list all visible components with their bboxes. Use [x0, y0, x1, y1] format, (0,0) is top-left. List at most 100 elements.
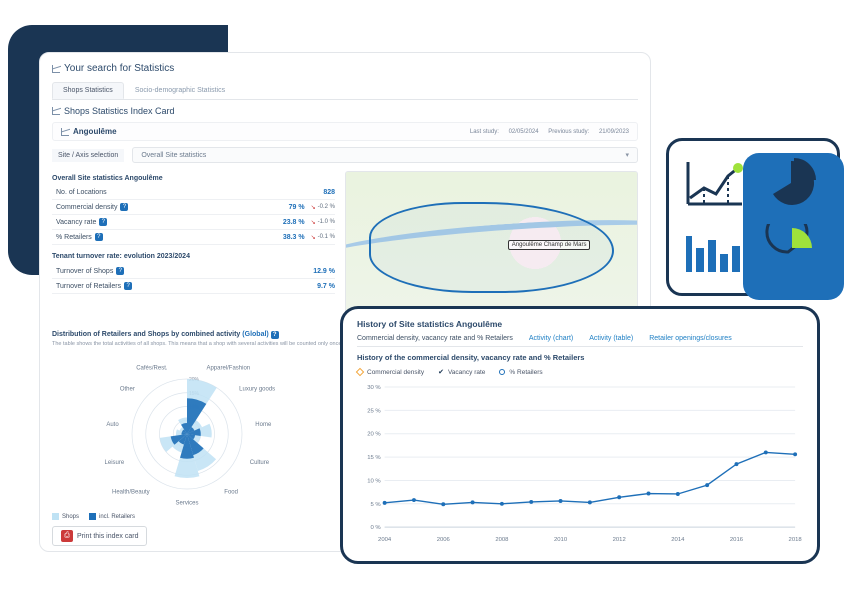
stat-row-turnover-shops: Turnover of Shops? 12.9 % — [52, 264, 335, 279]
help-icon[interactable]: ? — [124, 282, 132, 290]
arrow-down-icon: ↘ — [311, 204, 316, 211]
print-button[interactable]: ⎙ Print this index card — [52, 526, 147, 546]
prev-study-value: 21/09/2023 — [599, 129, 629, 135]
bar-chart-icon — [684, 226, 746, 276]
chart-icon — [52, 65, 60, 73]
stat-value: 23.8 % — [283, 219, 305, 226]
location-name-text: Angoulême — [73, 127, 117, 136]
t: Retailers — [102, 331, 132, 338]
history-tabs: Commercial density, vacancy rate and % R… — [357, 335, 803, 347]
stat-delta: -0.1 % — [318, 234, 335, 240]
print-label: Print this index card — [77, 533, 138, 540]
history-tab-openings[interactable]: Retailer openings/closures — [649, 335, 732, 342]
help-icon[interactable]: ? — [271, 331, 279, 339]
history-tab-activity-table[interactable]: Activity (table) — [589, 335, 633, 342]
stat-row-locations: No. of Locations 828 — [52, 186, 335, 200]
help-icon[interactable]: ? — [116, 267, 124, 275]
svg-text:2006: 2006 — [437, 537, 451, 543]
stat-delta: -1.0 % — [318, 219, 335, 225]
svg-text:Auto: Auto — [106, 422, 119, 428]
last-study-label: Last study: — [470, 129, 499, 135]
location-name: Angoulême — [61, 127, 117, 136]
map-panel[interactable]: Angoulême Champ de Mars — [345, 171, 638, 321]
svg-text:Culture: Culture — [250, 460, 270, 466]
chevron-down-icon: ▾ — [625, 151, 629, 159]
legend-shops: Shops — [62, 514, 79, 520]
svg-text:15 %: 15 % — [367, 455, 381, 461]
pie-accent-icon — [764, 224, 818, 278]
t: and — [133, 331, 145, 338]
polar-chart-svg: 5%10%15%20%Apparel/FashionLuxury goodsHo… — [57, 354, 317, 512]
history-title: History of Site statistics Angoulême — [357, 319, 803, 329]
svg-text:30 %: 30 % — [367, 385, 381, 391]
decorative-icon-panel — [666, 138, 840, 296]
svg-text:2004: 2004 — [378, 537, 392, 543]
svg-text:2008: 2008 — [495, 537, 509, 543]
svg-text:Food: Food — [224, 490, 238, 496]
l: Vacancy rate — [448, 369, 485, 376]
t: Distribution of — [52, 331, 100, 338]
last-study-value: 02/05/2024 — [509, 129, 539, 135]
legend-vacancy-rate: ✔Vacancy rate — [438, 368, 485, 376]
stat-value: 9.7 % — [317, 283, 335, 290]
svg-text:2016: 2016 — [730, 537, 744, 543]
body-split: Overall Site statistics Angoulême No. of… — [52, 171, 638, 321]
pie-chart-icon — [764, 156, 818, 210]
stat-label: Turnover of Retailers — [56, 283, 121, 290]
svg-text:Luxury goods: Luxury goods — [239, 386, 275, 392]
diamond-marker-icon — [356, 368, 364, 376]
prev-study-label: Previous study: — [548, 129, 589, 135]
axis-select-row: Site / Axis selection Overall Site stati… — [52, 147, 638, 163]
line-chart-icon — [684, 158, 746, 208]
l: Commercial density — [367, 369, 424, 376]
section-title: Shops Statistics Index Card — [52, 106, 638, 116]
stat-row-density: Commercial density? 79 % ↘-0.2 % — [52, 200, 335, 215]
help-icon[interactable]: ? — [99, 218, 107, 226]
svg-text:2014: 2014 — [671, 537, 685, 543]
polar-chart: 5%10%15%20%Apparel/FashionLuxury goodsHo… — [52, 353, 322, 513]
stat-label: Turnover of Shops — [56, 268, 113, 275]
location-header: Angoulême Last study: 02/05/2024 Previou… — [52, 122, 638, 141]
svg-text:25 %: 25 % — [367, 408, 381, 414]
stat-label: % Retailers — [56, 234, 92, 241]
map-marker-label: Angoulême Champ de Mars — [508, 240, 591, 250]
chart-icon — [52, 107, 60, 115]
chart-icon — [61, 128, 69, 136]
circle-marker-icon — [499, 369, 505, 375]
top-tabs: Shops Statistics Socio-demographic Stati… — [52, 82, 638, 100]
svg-text:2010: 2010 — [554, 537, 568, 543]
stat-row-retailers: % Retailers? 38.3 % ↘-0.1 % — [52, 230, 335, 245]
axis-dropdown[interactable]: Overall Site statistics ▾ — [132, 147, 638, 163]
stat-delta: -0.2 % — [318, 204, 335, 210]
stat-value: 38.3 % — [283, 234, 305, 241]
svg-text:Apparel/Fashion: Apparel/Fashion — [206, 365, 250, 371]
svg-text:20 %: 20 % — [367, 432, 381, 438]
help-icon[interactable]: ? — [120, 203, 128, 211]
page-title: Your search for Statistics — [52, 63, 638, 74]
pdf-icon: ⎙ — [61, 530, 73, 542]
svg-text:Services: Services — [175, 501, 198, 507]
history-legend: Commercial density ✔Vacancy rate % Retai… — [357, 368, 803, 376]
legend-pct-retailers: % Retailers — [499, 368, 542, 376]
scope-label: Global — [245, 331, 267, 338]
history-tab-activity-chart[interactable]: Activity (chart) — [529, 335, 573, 342]
t: Shops — [148, 331, 169, 338]
svg-text:5 %: 5 % — [370, 502, 381, 508]
stat-value: 12.9 % — [313, 268, 335, 275]
stat-row-vacancy: Vacancy rate? 23.8 % ↘-1.0 % — [52, 215, 335, 230]
turnover-heading: Tenant turnover rate: evolution 2023/202… — [52, 253, 335, 260]
svg-text:0 %: 0 % — [370, 525, 381, 531]
stat-label: No. of Locations — [56, 189, 107, 196]
tab-socio-demographic[interactable]: Socio-demographic Statistics — [124, 82, 236, 99]
location-dates: Last study: 02/05/2024 Previous study: 2… — [462, 129, 629, 135]
history-tab-density[interactable]: Commercial density, vacancy rate and % R… — [357, 335, 513, 342]
history-subtitle: History of the commercial density, vacan… — [357, 353, 803, 362]
history-card: History of Site statistics Angoulême Com… — [340, 306, 820, 564]
stat-label: Vacancy rate — [56, 219, 96, 226]
svg-text:10 %: 10 % — [367, 478, 381, 484]
stat-value: 828 — [323, 189, 335, 196]
svg-text:Leisure: Leisure — [105, 460, 125, 466]
tab-shops-statistics[interactable]: Shops Statistics — [52, 82, 124, 99]
help-icon[interactable]: ? — [95, 233, 103, 241]
svg-text:2012: 2012 — [613, 537, 626, 543]
